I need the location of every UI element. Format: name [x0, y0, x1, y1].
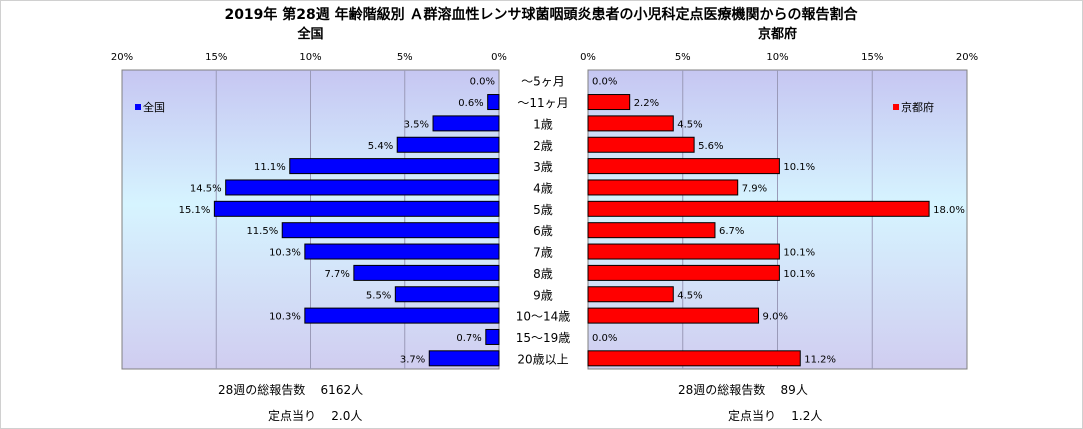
x-tick-label-1-2: 10% [766, 52, 788, 63]
category-label-6: 5歳 [533, 203, 553, 217]
value-label-0-12: 0.7% [456, 333, 481, 344]
bar-0-12 [485, 328, 500, 345]
value-label-1-0: 0.0% [592, 77, 617, 88]
category-label-9: 8歳 [533, 267, 553, 281]
footer-right-total-label: 28週の総報告数 [678, 383, 766, 397]
x-tick-label-1-3: 15% [861, 52, 883, 63]
value-label-1-9: 10.1% [783, 269, 815, 280]
bar-0-5 [225, 179, 500, 196]
value-label-1-8: 10.1% [783, 248, 815, 259]
footer-right-per-label: 定点当り [728, 409, 777, 423]
value-label-1-6: 18.0% [933, 205, 965, 216]
value-label-0-7: 11.5% [246, 226, 278, 237]
category-label-5: 4歳 [533, 181, 553, 195]
value-label-1-7: 6.7% [719, 226, 744, 237]
category-label-13: 20歳以上 [517, 352, 568, 366]
value-label-0-8: 10.3% [269, 248, 301, 259]
legend-label-1: 京都府 [901, 100, 934, 114]
footer-right-per: 定点当り 1.2人 [728, 407, 822, 424]
bar-0-7 [281, 222, 500, 239]
bar-1-8 [587, 243, 780, 260]
x-tick-label-0-2: 10% [299, 52, 321, 63]
value-label-0-4: 11.1% [254, 162, 286, 173]
bar-1-11 [587, 307, 760, 324]
x-tick-label-0-4: 20% [111, 52, 133, 63]
x-tick-label-0-3: 15% [205, 52, 227, 63]
category-label-8: 7歳 [533, 246, 553, 260]
category-label-4: 3歳 [533, 160, 553, 174]
bar-0-6 [213, 200, 500, 217]
x-tick-label-1-4: 20% [956, 52, 978, 63]
footer-left-per-label: 定点当り [268, 409, 317, 423]
bar-1-6 [587, 200, 930, 217]
category-label-1: ～11ヶ月 [517, 96, 568, 110]
bar-1-10 [587, 286, 674, 303]
value-label-1-1: 2.2% [634, 98, 659, 109]
bar-1-7 [587, 222, 716, 239]
footer-left-total-label: 28週の総報告数 [218, 383, 306, 397]
panel-subtitle-1: 京都府 [758, 26, 797, 42]
value-label-0-0: 0.0% [470, 77, 495, 88]
value-label-1-4: 10.1% [783, 162, 815, 173]
category-label-0: ～5ヶ月 [521, 75, 565, 89]
bar-1-1 [587, 94, 631, 111]
value-label-0-6: 15.1% [179, 205, 211, 216]
bar-1-3 [587, 136, 695, 153]
value-label-1-3: 5.6% [698, 141, 723, 152]
value-label-0-1: 0.6% [458, 98, 483, 109]
value-label-0-10: 5.5% [366, 290, 391, 301]
bar-0-11 [304, 307, 500, 324]
footer-left-total: 28週の総報告数 6162人 [218, 381, 363, 398]
value-label-0-3: 5.4% [368, 141, 393, 152]
bar-1-13 [587, 350, 801, 367]
legend-label-0: 全国 [143, 100, 165, 114]
bar-0-1 [487, 94, 500, 111]
chart-title: 2019年 第28週 年齢階級別 Ａ群溶血性レンサ球菌咽頭炎患者の小児科定点医療… [224, 6, 858, 23]
bar-1-9 [587, 264, 780, 281]
x-tick-label-0-1: 5% [397, 52, 413, 63]
value-label-0-9: 7.7% [324, 269, 349, 280]
category-label-3: 2歳 [533, 139, 553, 153]
bar-1-5 [587, 179, 739, 196]
bar-1-2 [587, 115, 674, 132]
value-label-1-13: 11.2% [804, 354, 836, 365]
x-tick-label-1-0: 0% [580, 52, 596, 63]
value-label-1-10: 4.5% [677, 290, 702, 301]
legend-marker-1 [893, 104, 899, 110]
footer-left-per-value: 2.0人 [331, 409, 363, 423]
bar-1-4 [587, 158, 780, 175]
value-label-1-2: 4.5% [677, 119, 702, 130]
bar-0-9 [353, 264, 500, 281]
value-label-1-5: 7.9% [742, 183, 767, 194]
footer-right-per-value: 1.2人 [791, 409, 823, 423]
value-label-0-13: 3.7% [400, 354, 425, 365]
value-label-1-12: 0.0% [592, 333, 617, 344]
bar-0-4 [289, 158, 500, 175]
value-label-1-11: 9.0% [763, 312, 788, 323]
bar-0-13 [428, 350, 500, 367]
category-label-10: 9歳 [533, 288, 553, 302]
category-label-2: 1歳 [533, 117, 553, 131]
value-label-0-2: 3.5% [404, 119, 429, 130]
category-label-7: 6歳 [533, 224, 553, 238]
panel-subtitle-0: 全国 [296, 26, 323, 42]
value-label-0-11: 10.3% [269, 312, 301, 323]
category-label-11: 10～14歳 [516, 310, 571, 324]
x-tick-label-0-0: 0% [491, 52, 507, 63]
bar-0-10 [394, 286, 500, 303]
footer-right-total: 28週の総報告数 89人 [678, 381, 808, 398]
bar-0-2 [432, 115, 500, 132]
x-tick-label-1-1: 5% [675, 52, 691, 63]
value-label-0-5: 14.5% [190, 183, 222, 194]
footer-left-per: 定点当り 2.0人 [268, 407, 362, 424]
footer-right-total-value: 89人 [780, 383, 808, 397]
bar-0-3 [396, 136, 500, 153]
legend-marker-0 [135, 104, 141, 110]
category-label-12: 15～19歳 [516, 331, 571, 345]
bar-0-8 [304, 243, 500, 260]
footer-left-total-value: 6162人 [320, 383, 364, 397]
